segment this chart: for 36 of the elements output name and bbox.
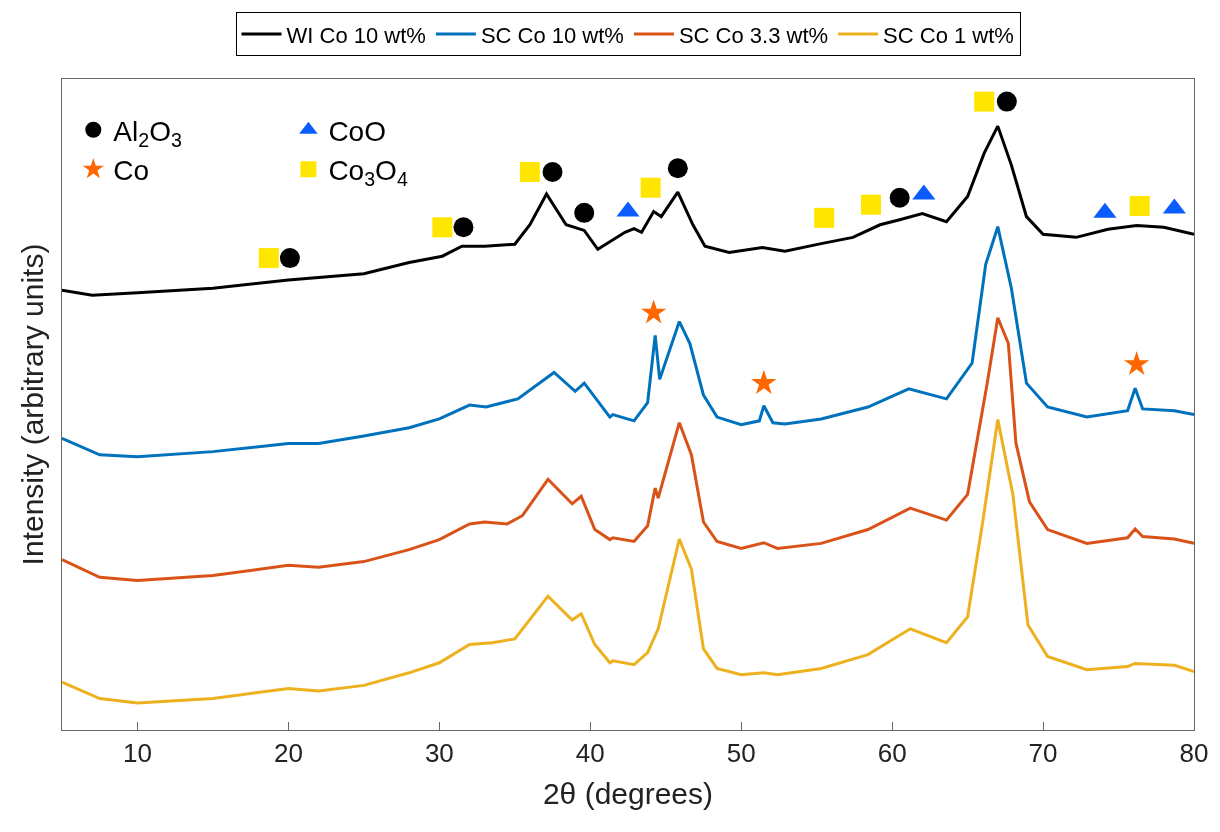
x-tick-label: 80 [1179,738,1209,769]
x-tick-label: 60 [877,738,907,769]
point [640,177,661,198]
legend-label: Co [113,155,150,187]
legend-label: SC Co 1 wt% [883,22,1014,48]
point [258,248,279,269]
legend-label: Co$_{3}$O$_{4}$ [328,155,408,190]
point [279,248,300,269]
x-tick-label: 30 [424,738,454,769]
x-tick-label: 40 [575,738,605,769]
legend-label: SC Co 10 wt% [480,22,624,48]
point [432,217,453,238]
point [814,207,835,228]
point [751,369,777,394]
point [1124,350,1150,376]
point [861,194,881,215]
x-axis-title: 2θ (degrees) [542,776,714,810]
legend-label: Al$_{2}$O$_{3}$ [113,115,182,151]
x-tick-label: 10 [123,738,152,769]
point [574,202,595,223]
x-tick-label: 50 [726,738,756,769]
point [641,299,667,324]
point [453,217,474,238]
point [667,158,688,179]
y-axis-title: Intensity (arbitrary units) [16,243,49,566]
legend-label: CoO [328,115,386,147]
point [542,162,563,182]
point [974,91,995,112]
point [889,187,910,208]
x-tick-label: 20 [273,738,303,769]
x-tick-label: 70 [1028,738,1058,769]
legend-label: SC Co 3.3 wt% [678,22,829,48]
point [519,162,540,182]
point [1129,195,1150,216]
legend-label: WI Co 10 wt% [286,22,426,48]
point [996,91,1017,112]
